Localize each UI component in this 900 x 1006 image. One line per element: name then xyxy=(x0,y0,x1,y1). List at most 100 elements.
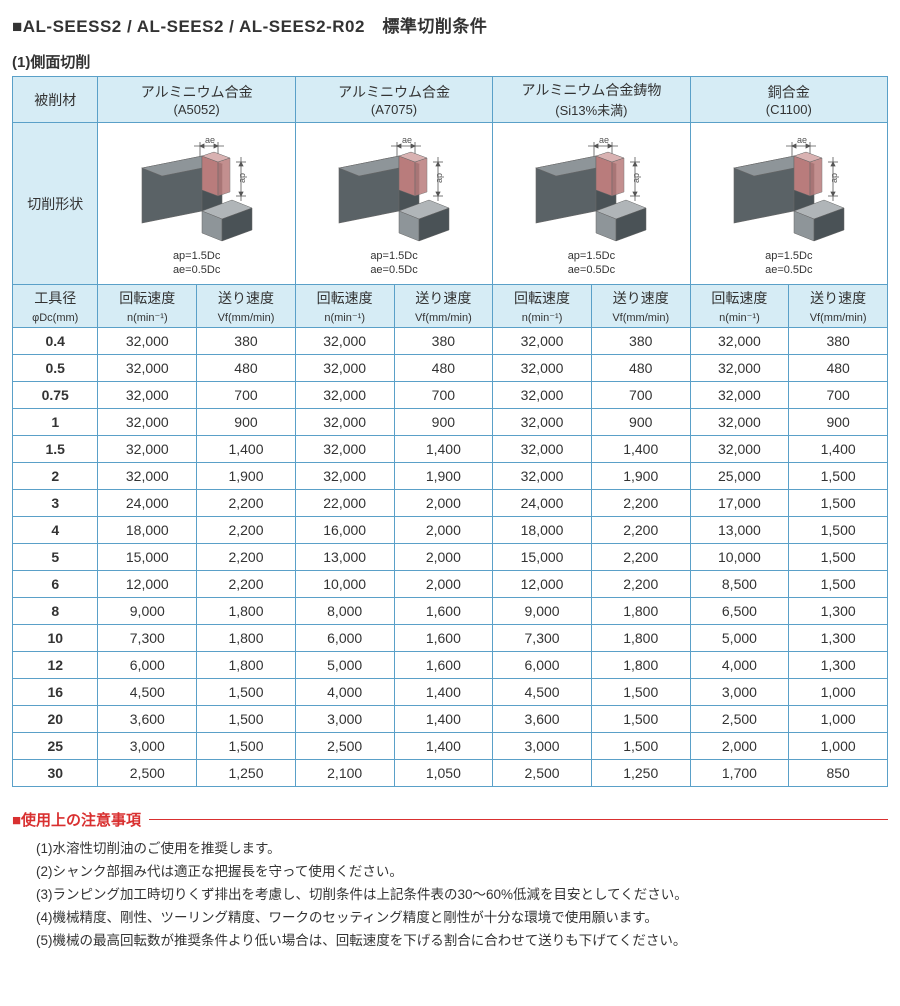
feed-header-2: 送り速度Vf(mm/min) xyxy=(591,285,690,328)
feed-0-3: 380 xyxy=(789,328,888,355)
rpm-3-0: 32,000 xyxy=(98,409,197,436)
notes-heading: ■使用上の注意事項 xyxy=(12,809,888,830)
rpm-3-2: 32,000 xyxy=(493,409,592,436)
feed-2-2: 700 xyxy=(591,382,690,409)
cutting-conditions-table: 被削材アルミニウム合金(A5052)アルミニウム合金(A7075)アルミニウム合… xyxy=(12,76,888,787)
feed-15-1: 1,400 xyxy=(394,733,493,760)
feed-11-2: 1,800 xyxy=(591,625,690,652)
feed-1-0: 480 xyxy=(197,355,296,382)
feed-3-1: 900 xyxy=(394,409,493,436)
rpm-11-0: 7,300 xyxy=(98,625,197,652)
material-header-1: アルミニウム合金(A7075) xyxy=(295,77,492,123)
tool-dia-3: 1 xyxy=(13,409,98,436)
feed-2-1: 700 xyxy=(394,382,493,409)
rpm-13-0: 4,500 xyxy=(98,679,197,706)
rpm-5-3: 25,000 xyxy=(690,463,789,490)
rpm-3-3: 32,000 xyxy=(690,409,789,436)
rpm-header-1: 回転速度n(min⁻¹) xyxy=(295,285,394,328)
notes-title-text: ■使用上の注意事項 xyxy=(12,809,141,830)
tool-dia-9: 6 xyxy=(13,571,98,598)
feed-10-0: 1,800 xyxy=(197,598,296,625)
feed-9-1: 2,000 xyxy=(394,571,493,598)
rpm-4-2: 32,000 xyxy=(493,436,592,463)
feed-0-0: 380 xyxy=(197,328,296,355)
feed-5-0: 1,900 xyxy=(197,463,296,490)
rpm-header-0: 回転速度n(min⁻¹) xyxy=(98,285,197,328)
rpm-0-1: 32,000 xyxy=(295,328,394,355)
rpm-6-3: 17,000 xyxy=(690,490,789,517)
feed-11-0: 1,800 xyxy=(197,625,296,652)
svg-text:ap: ap xyxy=(434,173,444,183)
rpm-1-1: 32,000 xyxy=(295,355,394,382)
feed-16-1: 1,050 xyxy=(394,760,493,787)
rpm-10-2: 9,000 xyxy=(493,598,592,625)
rpm-10-1: 8,000 xyxy=(295,598,394,625)
rpm-9-0: 12,000 xyxy=(98,571,197,598)
feed-13-1: 1,400 xyxy=(394,679,493,706)
rpm-1-2: 32,000 xyxy=(493,355,592,382)
feed-2-0: 700 xyxy=(197,382,296,409)
feed-5-1: 1,900 xyxy=(394,463,493,490)
feed-header-0: 送り速度Vf(mm/min) xyxy=(197,285,296,328)
feed-10-1: 1,600 xyxy=(394,598,493,625)
svg-text:ae: ae xyxy=(402,136,412,145)
feed-10-2: 1,800 xyxy=(591,598,690,625)
notes-list: (1)水溶性切削油のご使用を推奨します。(2)シャンク部掴み代は適正な把握長を守… xyxy=(36,838,888,953)
rpm-12-1: 5,000 xyxy=(295,652,394,679)
feed-13-0: 1,500 xyxy=(197,679,296,706)
tool-dia-13: 16 xyxy=(13,679,98,706)
tool-dia-16: 30 xyxy=(13,760,98,787)
rpm-5-2: 32,000 xyxy=(493,463,592,490)
shape-diagram-3: ae ap ap=1.5Dcae=0.5Dc xyxy=(690,123,887,285)
note-5: (5)機械の最高回転数が推奨条件より低い場合は、回転速度を下げる割合に合わせて送… xyxy=(36,930,888,953)
feed-16-3: 850 xyxy=(789,760,888,787)
rpm-8-2: 15,000 xyxy=(493,544,592,571)
feed-1-1: 480 xyxy=(394,355,493,382)
rpm-16-1: 2,100 xyxy=(295,760,394,787)
rpm-7-3: 13,000 xyxy=(690,517,789,544)
rpm-0-3: 32,000 xyxy=(690,328,789,355)
rpm-2-3: 32,000 xyxy=(690,382,789,409)
rpm-5-0: 32,000 xyxy=(98,463,197,490)
rpm-5-1: 32,000 xyxy=(295,463,394,490)
svg-text:ap: ap xyxy=(829,173,839,183)
feed-2-3: 700 xyxy=(789,382,888,409)
feed-7-0: 2,200 xyxy=(197,517,296,544)
note-4: (4)機械精度、剛性、ツーリング精度、ワークのセッティング精度と剛性が十分な環境… xyxy=(36,907,888,930)
svg-text:ap: ap xyxy=(237,173,247,183)
tool-dia-7: 4 xyxy=(13,517,98,544)
rpm-10-3: 6,500 xyxy=(690,598,789,625)
tool-dia-10: 8 xyxy=(13,598,98,625)
rpm-7-1: 16,000 xyxy=(295,517,394,544)
feed-16-0: 1,250 xyxy=(197,760,296,787)
feed-8-2: 2,200 xyxy=(591,544,690,571)
tool-dia-14: 20 xyxy=(13,706,98,733)
feed-7-3: 1,500 xyxy=(789,517,888,544)
feed-3-2: 900 xyxy=(591,409,690,436)
rpm-2-1: 32,000 xyxy=(295,382,394,409)
feed-12-2: 1,800 xyxy=(591,652,690,679)
tool-dia-0: 0.4 xyxy=(13,328,98,355)
tool-dia-4: 1.5 xyxy=(13,436,98,463)
feed-6-1: 2,000 xyxy=(394,490,493,517)
rpm-15-1: 2,500 xyxy=(295,733,394,760)
feed-15-0: 1,500 xyxy=(197,733,296,760)
feed-9-0: 2,200 xyxy=(197,571,296,598)
tool-dia-header: 工具径φDc(mm) xyxy=(13,285,98,328)
material-row-label: 被削材 xyxy=(13,77,98,123)
shape-diagram-2: ae ap ap=1.5Dcae=0.5Dc xyxy=(493,123,690,285)
rpm-0-2: 32,000 xyxy=(493,328,592,355)
note-3: (3)ランピング加工時切りくず排出を考慮し、切削条件は上記条件表の30～60%低… xyxy=(36,884,888,907)
feed-14-0: 1,500 xyxy=(197,706,296,733)
feed-5-2: 1,900 xyxy=(591,463,690,490)
feed-3-0: 900 xyxy=(197,409,296,436)
feed-1-2: 480 xyxy=(591,355,690,382)
feed-12-0: 1,800 xyxy=(197,652,296,679)
rpm-4-3: 32,000 xyxy=(690,436,789,463)
material-header-3: 銅合金(C1100) xyxy=(690,77,887,123)
rpm-7-2: 18,000 xyxy=(493,517,592,544)
feed-15-3: 1,000 xyxy=(789,733,888,760)
feed-7-2: 2,200 xyxy=(591,517,690,544)
rpm-8-1: 13,000 xyxy=(295,544,394,571)
svg-text:ae: ae xyxy=(599,136,609,145)
